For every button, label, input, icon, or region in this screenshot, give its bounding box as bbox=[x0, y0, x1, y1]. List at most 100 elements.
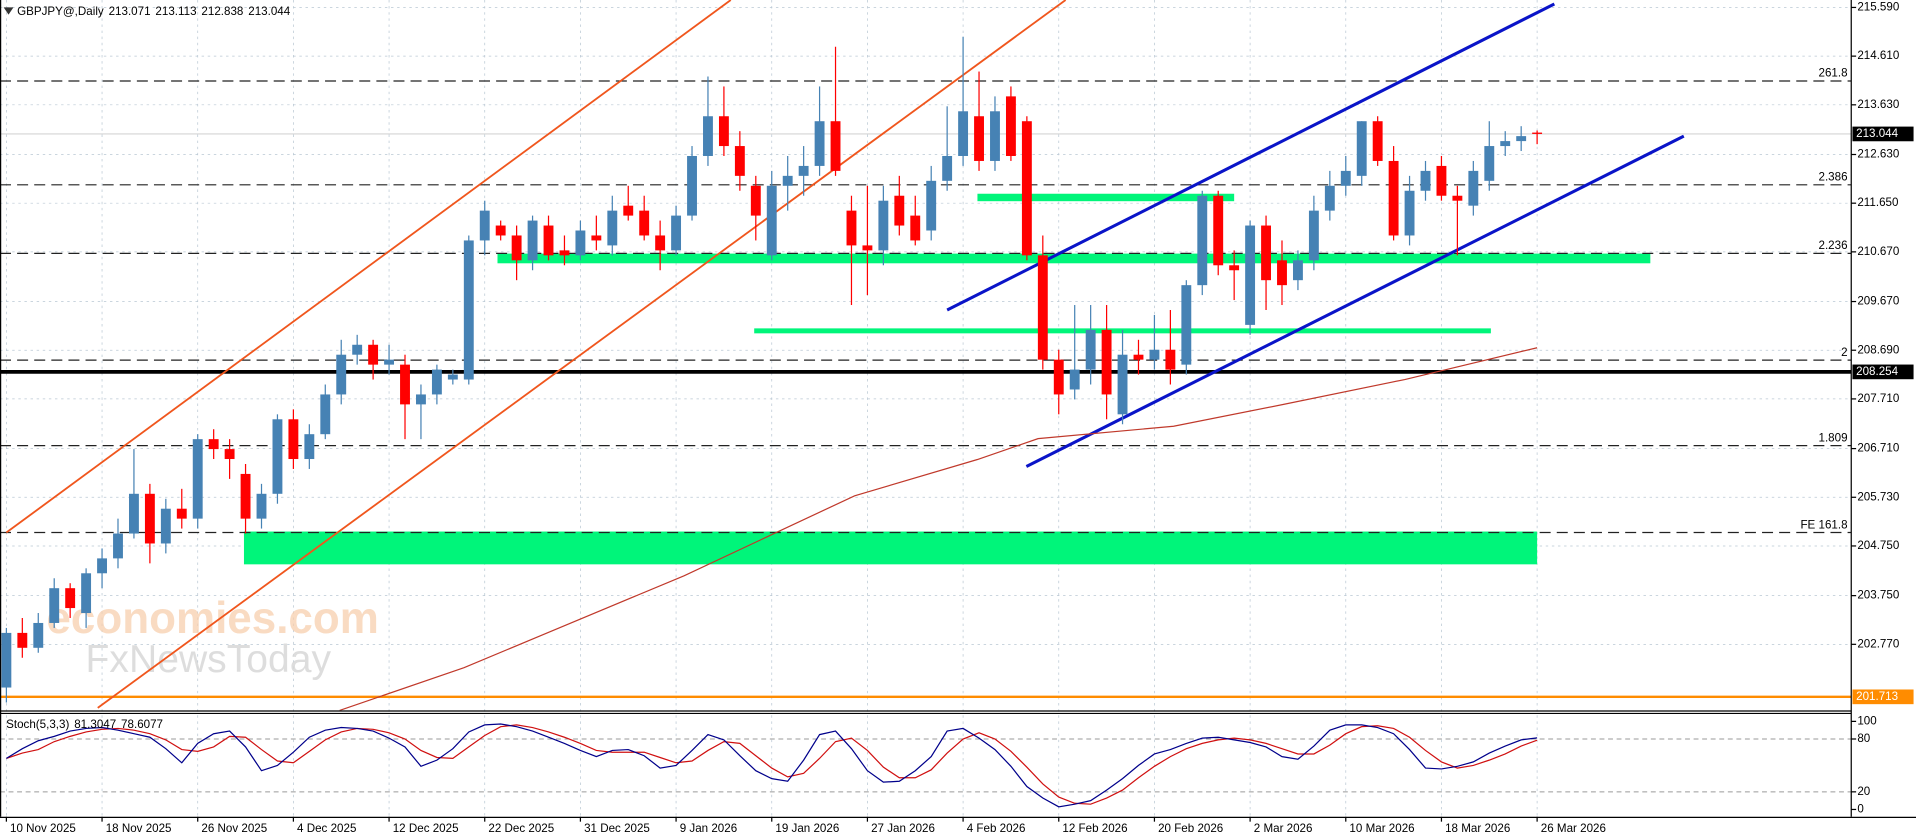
x-tick-label: 20 Feb 2026 bbox=[1158, 822, 1223, 835]
candle-body bbox=[910, 215, 921, 241]
candle-body bbox=[1245, 225, 1256, 325]
candle-body bbox=[160, 508, 171, 544]
candle-body bbox=[1356, 121, 1367, 176]
y-tick-label: 204.750 bbox=[1857, 539, 1899, 552]
watermark-logo: FxNewsToday bbox=[86, 638, 332, 681]
symbol-title: GBPJPY@,Daily bbox=[17, 5, 104, 18]
candle-body bbox=[1261, 225, 1271, 281]
x-tick-label: 22 Dec 2025 bbox=[488, 822, 554, 835]
trendline bbox=[5, 0, 732, 534]
x-tick-label: 12 Feb 2026 bbox=[1062, 822, 1127, 835]
y-tick-label: 80 bbox=[1857, 732, 1870, 745]
trendline bbox=[946, 2, 1556, 312]
support-zone bbox=[243, 531, 1538, 565]
ohlc-value: 213.113 bbox=[155, 5, 196, 18]
fib-label: 2.236 bbox=[1819, 239, 1848, 252]
candle-body bbox=[958, 111, 969, 156]
chart-header: GBPJPY@,Daily 213.071 213.113 212.838 213.04… bbox=[17, 5, 291, 18]
y-tick-label: 213.630 bbox=[1857, 98, 1899, 111]
candle-body bbox=[479, 210, 490, 241]
x-tick-label: 18 Nov 2025 bbox=[106, 822, 172, 835]
candle-body bbox=[607, 210, 618, 246]
price-panel bbox=[0, 0, 1852, 711]
y-tick-label: 202.770 bbox=[1857, 637, 1899, 650]
candle-body bbox=[878, 200, 889, 251]
stoch-value: 78.6077 bbox=[121, 718, 163, 731]
stoch-title: Stoch(5,3,3) bbox=[6, 718, 69, 731]
candle-body bbox=[1404, 190, 1415, 236]
candle-body bbox=[320, 394, 331, 435]
candle-body bbox=[352, 344, 363, 355]
candle-body bbox=[1452, 195, 1463, 201]
candle-body bbox=[639, 210, 650, 236]
candle-body bbox=[1133, 354, 1144, 360]
candle-body bbox=[511, 235, 522, 261]
candle-body bbox=[974, 116, 984, 161]
y-tick-label: 215.590 bbox=[1857, 1, 1899, 14]
candle-body bbox=[1197, 195, 1208, 286]
support-zone bbox=[977, 193, 1235, 202]
candle-body bbox=[288, 419, 299, 460]
candle-body bbox=[543, 225, 554, 256]
candle-body bbox=[1149, 349, 1160, 360]
candle-body bbox=[1, 632, 12, 688]
price-box-label: 201.713 bbox=[1856, 690, 1898, 703]
x-tick-label: 31 Dec 2025 bbox=[584, 822, 650, 835]
x-tick-label: 10 Mar 2026 bbox=[1349, 822, 1414, 835]
menu-icon[interactable] bbox=[3, 7, 14, 15]
candle-body bbox=[1484, 146, 1495, 181]
candle-body bbox=[463, 240, 474, 380]
price-box bbox=[1852, 126, 1914, 142]
fib-label: 1.809 bbox=[1819, 431, 1848, 444]
candle-body bbox=[431, 369, 442, 395]
candle-body bbox=[1069, 369, 1080, 390]
candle-body bbox=[447, 374, 458, 380]
y-tick-label: 206.710 bbox=[1857, 442, 1899, 455]
x-tick-label: 10 Nov 2025 bbox=[10, 822, 76, 835]
candle-body bbox=[623, 205, 634, 216]
candle-body bbox=[1292, 260, 1303, 281]
candle-body bbox=[1420, 170, 1431, 191]
price-box-label: 213.044 bbox=[1856, 127, 1898, 140]
ohlc-value: 213.044 bbox=[248, 5, 290, 18]
candle-body bbox=[718, 116, 729, 147]
candle-body bbox=[703, 116, 713, 156]
labels: GBPJPY@,Daily 213.071 213.113 212.838 213.04… bbox=[6, 1, 1914, 835]
candle-body bbox=[113, 533, 123, 559]
y-tick-label: 100 bbox=[1857, 714, 1876, 727]
candle-body bbox=[1101, 329, 1112, 395]
x-tick-label: 4 Feb 2026 bbox=[967, 822, 1026, 835]
y-tick-label: 211.650 bbox=[1857, 196, 1898, 209]
candle-body bbox=[208, 439, 219, 450]
candle-body bbox=[575, 230, 586, 256]
candle-body bbox=[942, 155, 953, 181]
candle-body bbox=[495, 225, 506, 236]
candle-body bbox=[1277, 260, 1287, 286]
candle-body bbox=[17, 632, 28, 648]
candle-body bbox=[655, 235, 666, 251]
trendline bbox=[1025, 134, 1685, 468]
candle-body bbox=[782, 175, 793, 186]
stoch-line bbox=[6, 724, 1538, 805]
candle-body bbox=[862, 245, 873, 251]
candle-body bbox=[1005, 96, 1016, 156]
candle-body bbox=[368, 344, 379, 365]
candle-body bbox=[814, 121, 825, 166]
candle-body bbox=[1085, 329, 1096, 370]
x-tick-label: 12 Dec 2025 bbox=[393, 822, 459, 835]
x-tick-label: 26 Nov 2025 bbox=[201, 822, 267, 835]
price-box bbox=[1852, 689, 1914, 705]
price-box bbox=[1852, 364, 1914, 380]
y-tick-label: 205.730 bbox=[1857, 490, 1899, 503]
ohlc-value: 213.071 bbox=[109, 5, 151, 18]
candle-body bbox=[336, 354, 347, 395]
candle-body bbox=[559, 250, 570, 256]
ohlc-value: 212.838 bbox=[201, 5, 243, 18]
y-tick-label: 203.750 bbox=[1857, 589, 1899, 602]
candle-body bbox=[1037, 255, 1048, 360]
candle-body bbox=[830, 121, 841, 171]
candle-body bbox=[256, 493, 267, 519]
candle-body bbox=[224, 449, 235, 460]
